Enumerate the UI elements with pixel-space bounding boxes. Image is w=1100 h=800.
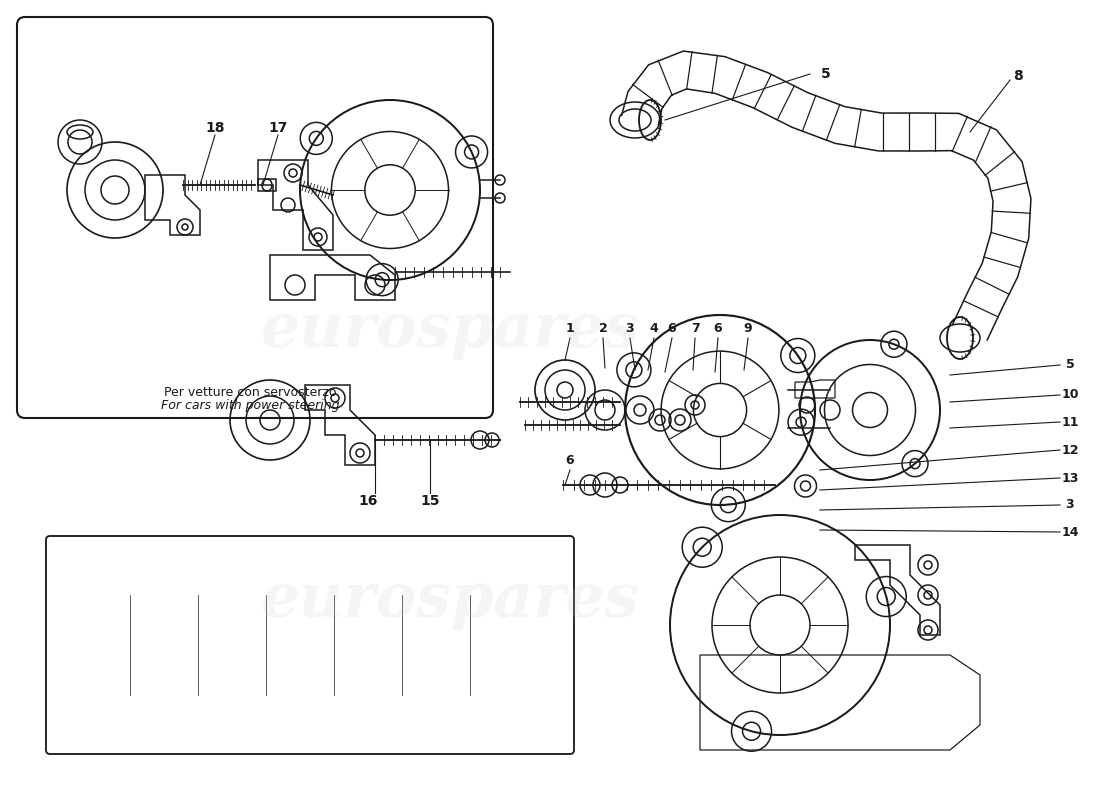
Text: eurospares: eurospares — [261, 300, 639, 360]
Bar — [104, 580, 214, 710]
Text: 8: 8 — [1013, 69, 1023, 83]
Text: 5: 5 — [821, 67, 830, 81]
Text: Per vetture con servosterzo: Per vetture con servosterzo — [164, 386, 337, 398]
Text: 6: 6 — [714, 322, 723, 334]
Text: 15: 15 — [420, 494, 440, 508]
Text: 11: 11 — [1062, 415, 1079, 429]
Text: For cars with power steering: For cars with power steering — [161, 399, 339, 413]
Text: 16: 16 — [359, 494, 377, 508]
Text: 5: 5 — [1066, 358, 1075, 371]
Text: 18: 18 — [206, 121, 224, 135]
Text: 4: 4 — [650, 322, 659, 334]
Text: 12: 12 — [1062, 443, 1079, 457]
Bar — [80, 565, 540, 725]
Text: 3: 3 — [626, 322, 635, 334]
Text: eurospares: eurospares — [261, 570, 639, 630]
Bar — [250, 580, 360, 710]
FancyBboxPatch shape — [46, 536, 574, 754]
Text: 10: 10 — [1062, 389, 1079, 402]
Bar — [395, 580, 505, 710]
Text: 3: 3 — [1066, 498, 1075, 511]
Bar — [258, 179, 276, 191]
Text: 17: 17 — [268, 121, 288, 135]
Text: 9: 9 — [744, 322, 752, 334]
Text: 2: 2 — [598, 322, 607, 334]
Text: 6: 6 — [668, 322, 676, 334]
Text: 6: 6 — [565, 454, 574, 466]
Text: 1: 1 — [565, 322, 574, 334]
Text: 7: 7 — [691, 322, 700, 334]
Text: 14: 14 — [1062, 526, 1079, 538]
Text: 13: 13 — [1062, 471, 1079, 485]
FancyBboxPatch shape — [16, 17, 493, 418]
